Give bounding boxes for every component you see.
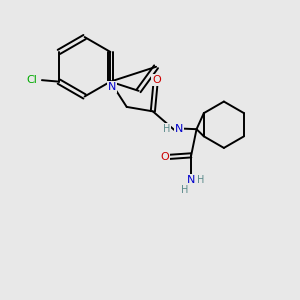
Text: O: O — [152, 75, 161, 85]
Text: Cl: Cl — [27, 75, 38, 85]
Text: H: H — [181, 185, 188, 195]
Text: N: N — [175, 124, 183, 134]
Text: H: H — [197, 175, 204, 185]
Text: H: H — [163, 124, 170, 134]
Text: N: N — [187, 175, 195, 185]
Text: N: N — [108, 82, 116, 92]
Text: O: O — [160, 152, 169, 162]
